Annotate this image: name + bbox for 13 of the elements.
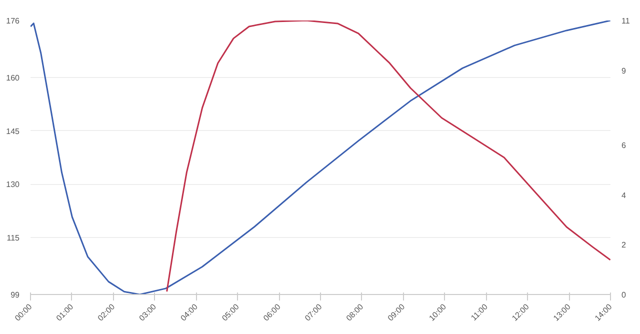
y-tick-label: 115 — [6, 234, 20, 243]
y-tick-label: 160 — [6, 73, 20, 82]
y-tick-label: 130 — [6, 180, 20, 190]
y2-tick-label: 2 — [622, 240, 626, 250]
y-tick-label: 176 — [6, 16, 20, 26]
y2-tick-label: 6 — [622, 141, 626, 150]
y2-tick-label: 11 — [622, 16, 630, 26]
y2-tick-label: 4 — [622, 190, 626, 200]
y2-tick-label: 9 — [622, 66, 626, 76]
y-tick-label: 145 — [6, 126, 20, 136]
line-series — [166, 20, 610, 292]
y2-tick-label: 0 — [622, 290, 626, 300]
y-tick-label: 99 — [10, 290, 20, 300]
